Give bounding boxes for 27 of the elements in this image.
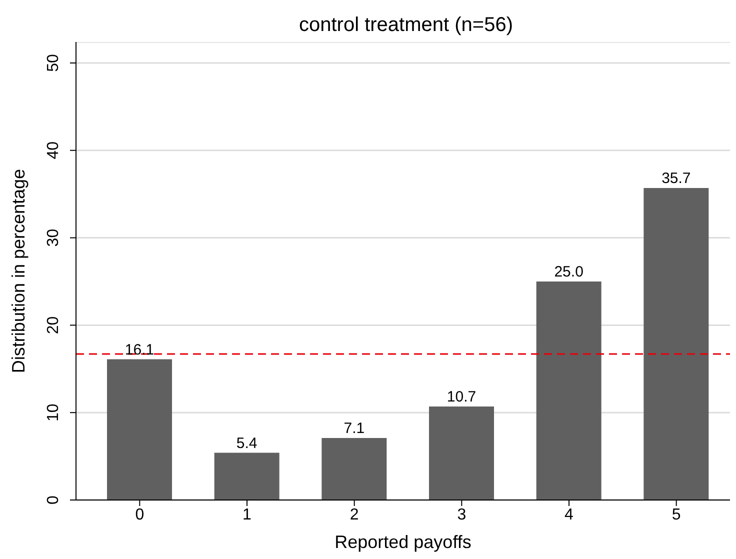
y-tick-label: 10 bbox=[45, 404, 62, 422]
x-tick-label: 4 bbox=[564, 506, 574, 524]
bar bbox=[536, 281, 602, 500]
data-label: 7.1 bbox=[344, 420, 365, 437]
data-label: 25.0 bbox=[554, 263, 584, 280]
x-tick-label: 1 bbox=[242, 506, 252, 524]
bar bbox=[644, 188, 709, 500]
x-axis-title: Reported payoffs bbox=[334, 532, 472, 552]
y-tick-label: 0 bbox=[45, 495, 62, 504]
y-tick-label: 40 bbox=[45, 141, 62, 160]
chart-title: control treatment (n=56) bbox=[298, 13, 514, 38]
y-tick-label: 50 bbox=[45, 54, 62, 72]
data-label: 16.1 bbox=[124, 341, 154, 358]
bar bbox=[214, 452, 280, 500]
y-tick-label: 20 bbox=[45, 316, 62, 334]
y-tick-label: 30 bbox=[45, 228, 62, 247]
data-label: 35.7 bbox=[662, 170, 691, 187]
bar bbox=[429, 406, 494, 500]
y-axis-title: Distribution in percentage bbox=[8, 168, 28, 374]
bar bbox=[322, 438, 387, 500]
x-tick-label: 2 bbox=[350, 506, 359, 524]
data-label: 10.7 bbox=[446, 388, 476, 406]
x-tick-label: 5 bbox=[672, 506, 681, 524]
x-tick-label: 3 bbox=[457, 506, 466, 524]
x-tick-label: 0 bbox=[135, 506, 144, 524]
data-label: 5.4 bbox=[236, 434, 258, 452]
bar bbox=[107, 359, 172, 500]
